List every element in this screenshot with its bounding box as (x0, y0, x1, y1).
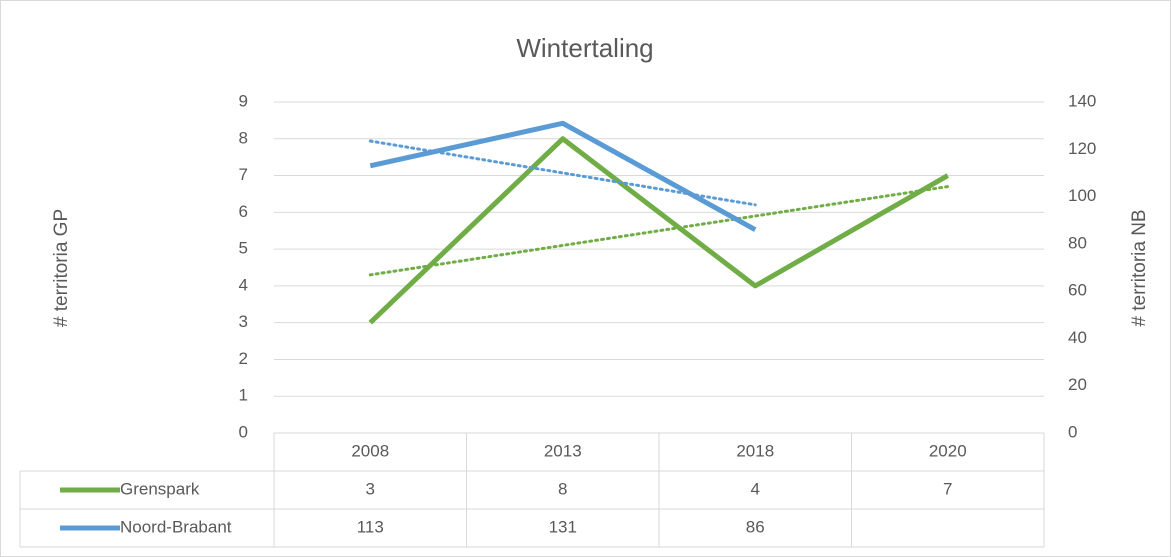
table-value: 3 (366, 479, 375, 498)
y2-tick-label: 100 (1068, 186, 1096, 205)
table-value: 4 (751, 479, 760, 498)
y-tick-label: 9 (239, 91, 248, 110)
table-value: 7 (943, 479, 952, 498)
y-tick-label: 3 (239, 312, 248, 331)
x-tick-label: 2013 (544, 441, 582, 460)
y-axis-title: # territoria GP (51, 209, 72, 327)
legend-label: Noord-Brabant (120, 517, 232, 536)
x-tick-label: 2020 (929, 441, 967, 460)
y-tick-label: 7 (239, 165, 248, 184)
x-tick-label: 2018 (736, 441, 774, 460)
x-tick-label: 2008 (351, 441, 389, 460)
y-tick-label: 4 (239, 275, 248, 294)
y-tick-label: 2 (239, 349, 248, 368)
legend-label: Grenspark (120, 479, 200, 498)
y2-tick-label: 140 (1068, 91, 1096, 110)
table-value: 131 (549, 517, 577, 536)
y2-tick-label: 20 (1068, 375, 1087, 394)
series-line (368, 136, 949, 325)
y2-axis-title: # territoria NB (1129, 209, 1150, 326)
y-tick-label: 6 (239, 202, 248, 221)
y2-tick-label: 120 (1068, 139, 1096, 158)
y2-tick-label: 80 (1068, 233, 1087, 252)
y-tick-label: 0 (239, 422, 248, 441)
series-line (369, 120, 757, 232)
table-value: 8 (558, 479, 567, 498)
y-tick-label: 5 (239, 239, 248, 258)
y2-tick-label: 60 (1068, 281, 1087, 300)
y2-tick-label: 40 (1068, 328, 1087, 347)
table-value: 113 (357, 517, 384, 536)
table-value: 86 (746, 517, 765, 536)
trendline (368, 185, 950, 277)
y-tick-label: 1 (239, 386, 248, 405)
y-tick-label: 8 (239, 128, 248, 147)
y2-tick-label: 0 (1068, 422, 1077, 441)
chart-title: Wintertaling (516, 33, 653, 63)
